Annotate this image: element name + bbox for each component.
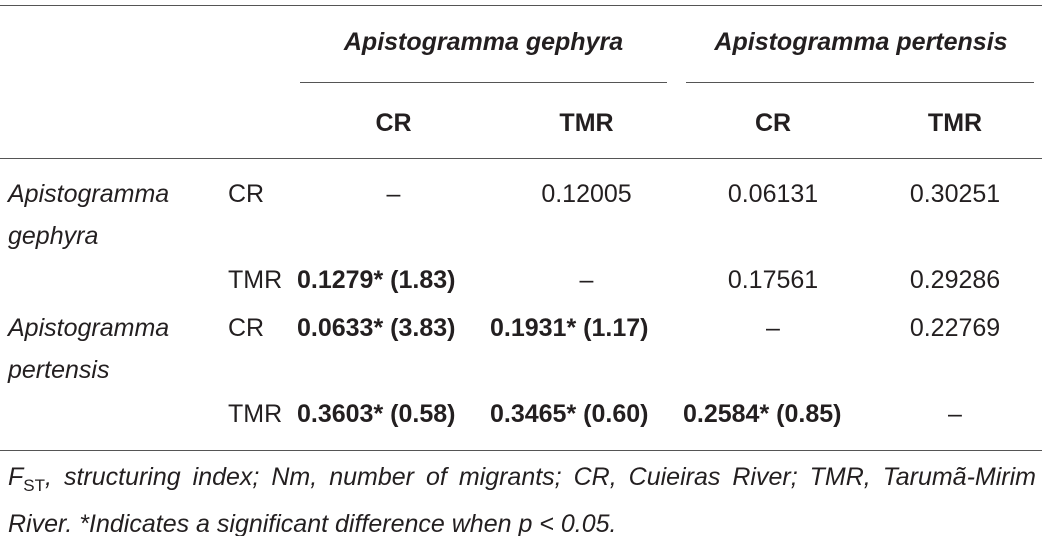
table-cell: – [766, 314, 780, 342]
table-cell: 0.12005 [541, 180, 632, 208]
column-header: TMR [559, 109, 614, 137]
rule [300, 82, 667, 83]
table-cell: 0.3465* (0.60) [490, 400, 649, 428]
table-cell: 0.29286 [909, 266, 1001, 294]
rule [0, 5, 1042, 6]
rule [686, 82, 1034, 83]
footnote: FST, structuring index; Nm, number of mi… [8, 458, 1036, 536]
table-cell: – [579, 266, 594, 294]
group-header: Apistogramma gephyra [343, 28, 624, 56]
footnote-subscript: ST [23, 476, 46, 495]
footnote-text: , structuring index; Nm, number of migra… [8, 463, 1036, 536]
footnote-symbol: F [8, 463, 24, 491]
site-label: TMR [228, 400, 283, 428]
table-cell: 0.06131 [727, 180, 819, 208]
table-cell: 0.2584* (0.85) [683, 400, 842, 428]
table-cell: 0.1931* (1.17) [490, 314, 649, 342]
table-cell: 0.0633* (3.83) [297, 314, 456, 342]
site-label: CR [228, 180, 265, 208]
species-label: Apistogramma pertensis [8, 314, 170, 384]
site-label: TMR [228, 266, 283, 294]
species-label: Apistogramma gephyra [8, 180, 170, 250]
site-label: CR [228, 314, 265, 342]
rule [0, 450, 1042, 451]
table-cell: – [386, 180, 401, 208]
column-header: CR [754, 109, 792, 137]
column-header: TMR [927, 109, 983, 137]
table-cell: 0.30251 [909, 180, 1001, 208]
table-cell: 0.3603* (0.58) [297, 400, 456, 428]
table-cell: 0.17561 [727, 266, 819, 294]
column-header: CR [375, 109, 412, 137]
group-header: Apistogramma pertensis [714, 28, 1008, 56]
rule [0, 158, 1042, 159]
table-cell: – [948, 400, 962, 428]
table-cell: 0.1279* (1.83) [297, 266, 456, 294]
table-cell: 0.22769 [909, 314, 1001, 342]
